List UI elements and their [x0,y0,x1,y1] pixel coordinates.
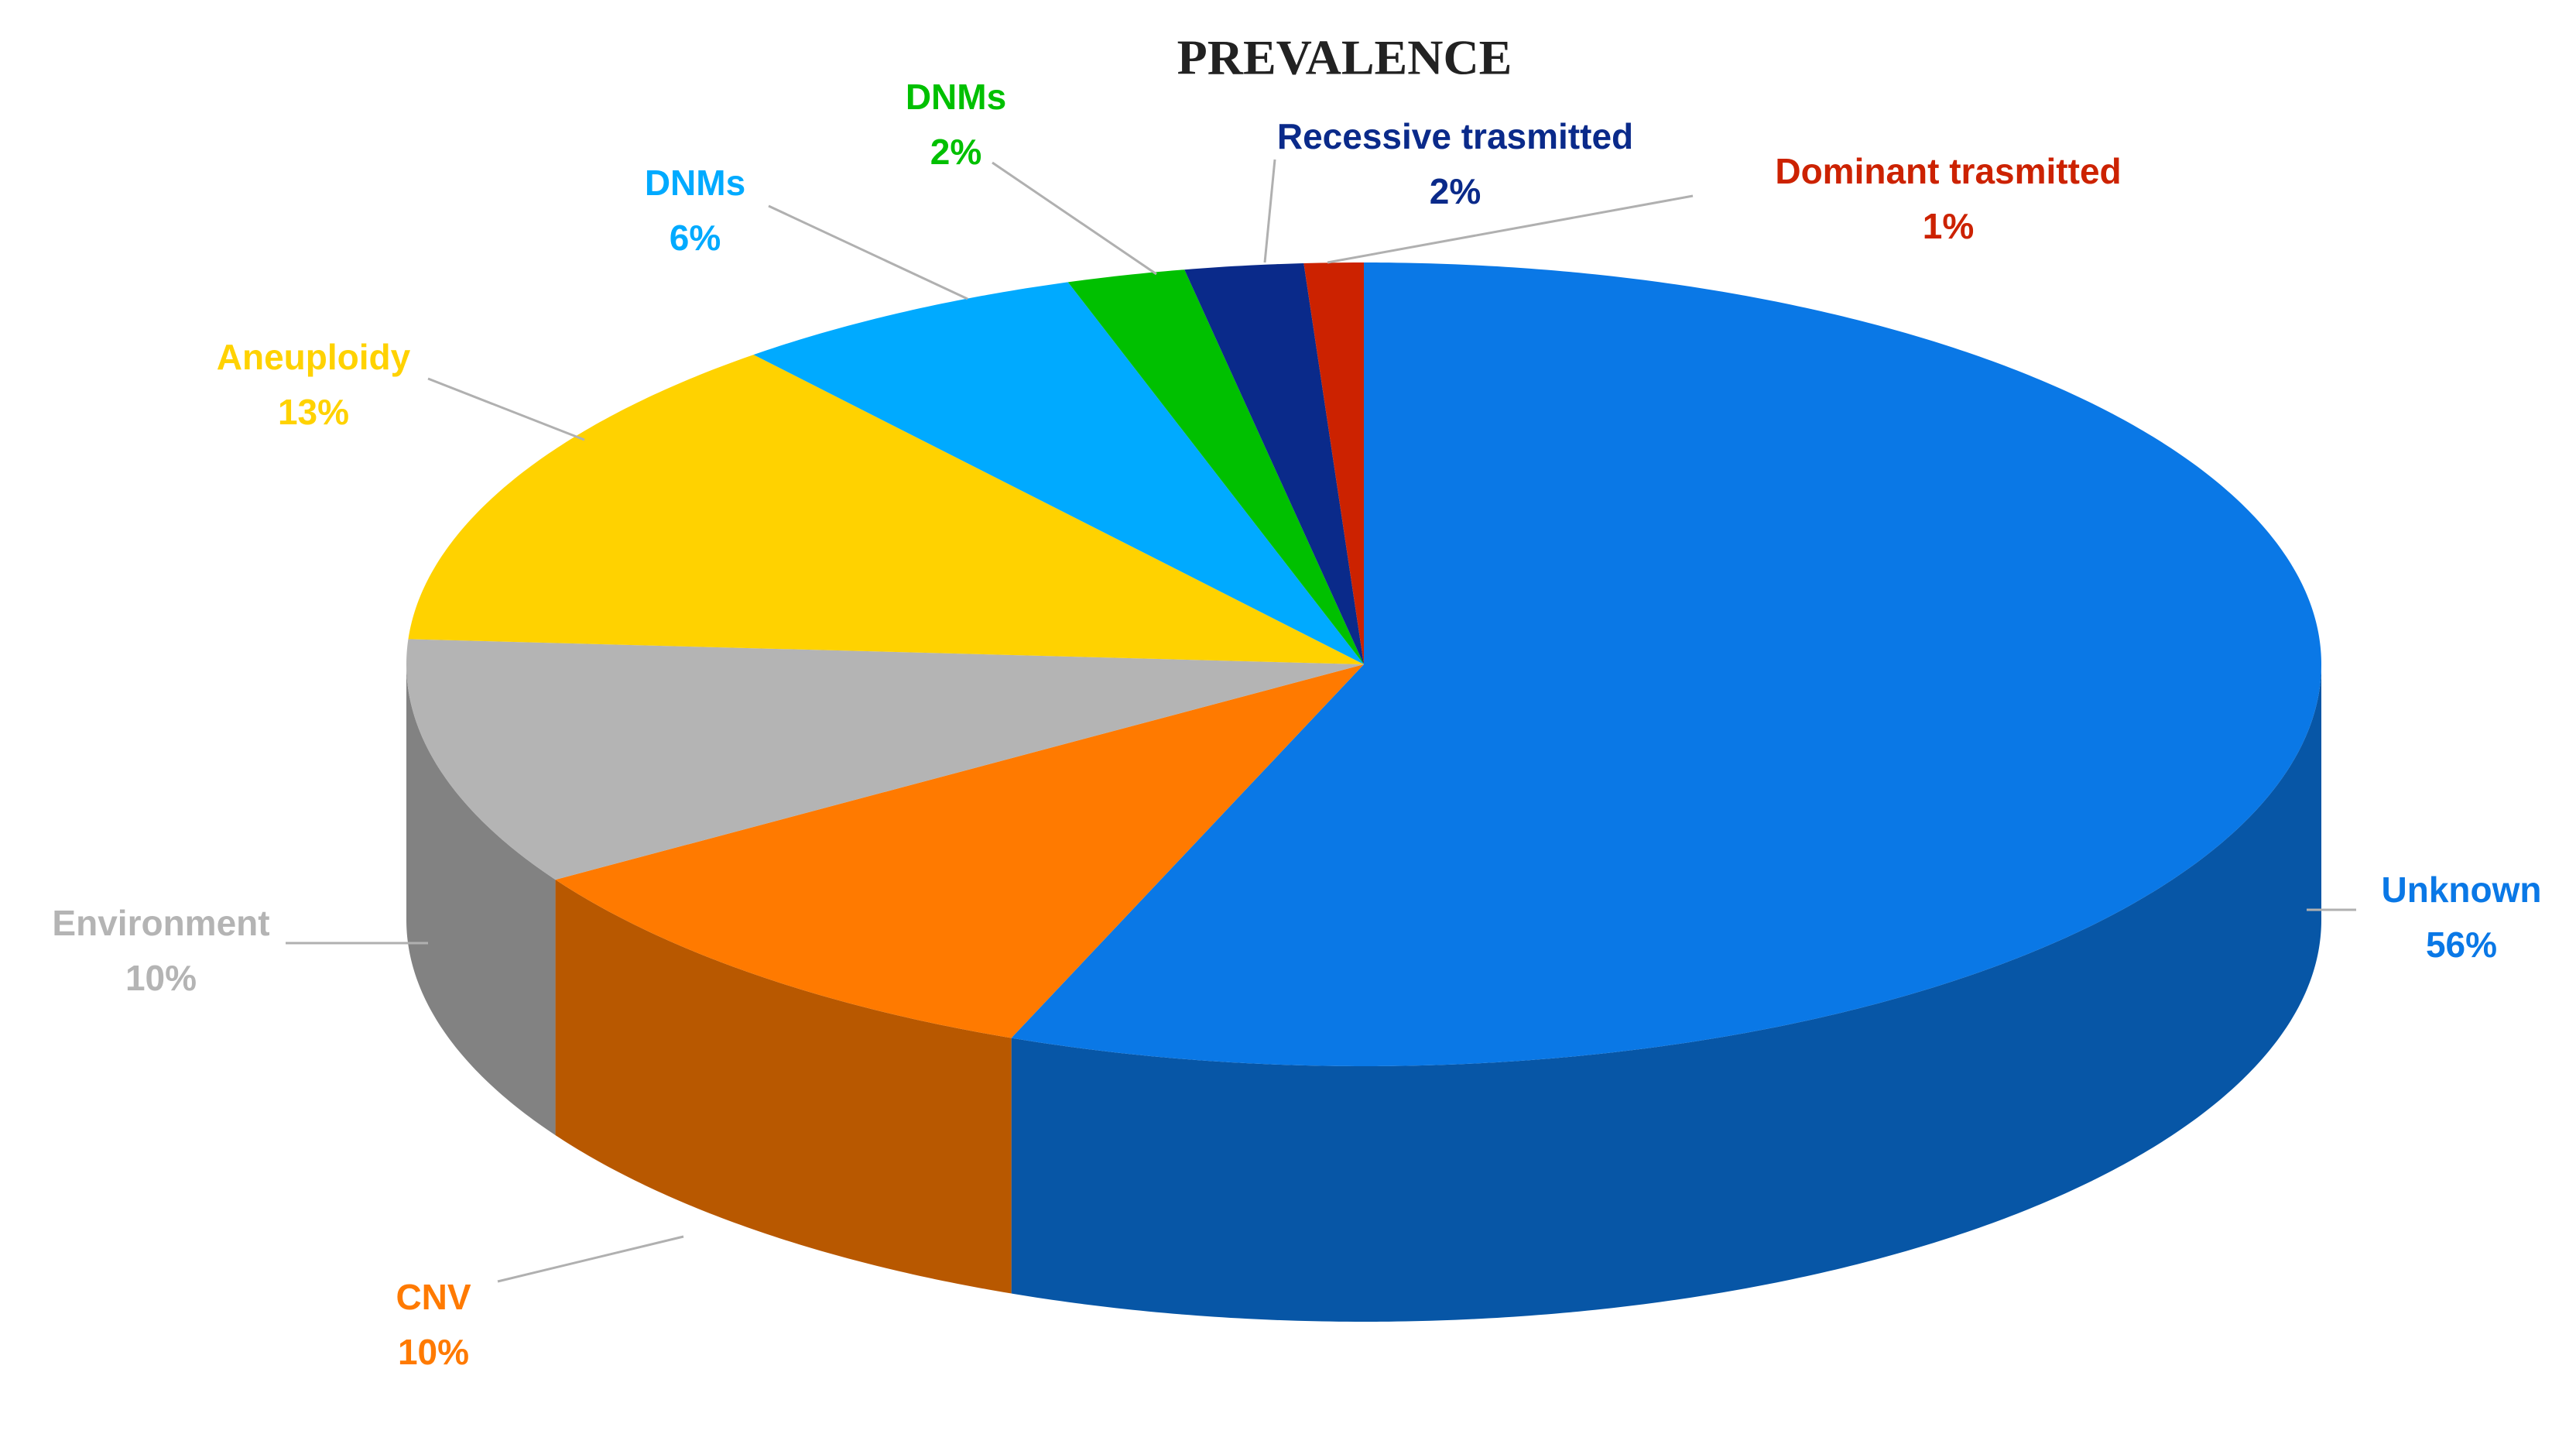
slice [555,664,1364,1038]
leader-line [497,1235,684,1283]
value-label: 1% [1923,206,1974,246]
leader-line [1263,159,1276,263]
slice-label: Environment [52,903,269,943]
slice-side [406,664,556,1136]
slice-label: Unknown [2382,870,2542,910]
slice-label: Dominant trasmitted [1775,151,2121,191]
slice [1067,269,1364,664]
value-label: 6% [670,218,721,258]
value-label: 10% [398,1332,469,1372]
value-label: 2% [930,132,981,172]
slice [1303,262,1364,664]
chart-title: PREVALENCE [1177,30,1512,85]
leader-line [1327,194,1694,264]
leader-line [768,204,968,300]
slice [406,639,1364,880]
slice-side [1011,664,2321,1322]
slice [1184,263,1364,664]
value-label: 56% [2426,925,2497,965]
slice-label: Recessive trasmitted [1277,116,1633,156]
value-label: 2% [1430,171,1481,211]
slice-label: DNMs [645,163,745,203]
leader-line [427,377,585,441]
slice [753,282,1364,664]
slice-label: CNV [396,1277,471,1317]
slice-label: Aneuploidy [217,337,411,377]
value-label: 10% [125,958,197,998]
slice-side [555,880,1012,1294]
slice [1011,262,2321,1066]
slice-label: DNMs [906,77,1006,117]
value-label: 13% [278,392,349,432]
slice [408,355,1364,664]
leader-line [992,161,1157,276]
